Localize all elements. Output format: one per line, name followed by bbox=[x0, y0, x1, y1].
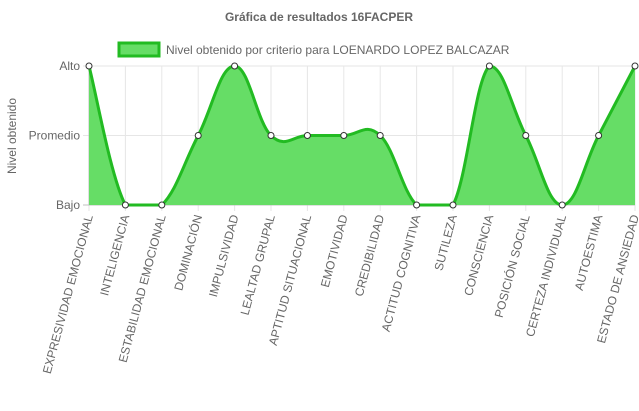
x-tick-label: EXPRESIVIDAD EMOCIONAL bbox=[40, 213, 96, 375]
data-point[interactable] bbox=[413, 201, 421, 209]
data-point[interactable] bbox=[485, 62, 493, 70]
x-tick-label: SUTILEZA bbox=[432, 213, 460, 272]
data-point[interactable] bbox=[303, 132, 311, 139]
x-axis-ticks: EXPRESIVIDAD EMOCIONAL INTELIGENCIAESTABI… bbox=[40, 213, 639, 376]
x-tick-label: ACTITUD COGNITIVA bbox=[379, 213, 424, 333]
legend-swatch bbox=[117, 41, 161, 58]
data-point[interactable] bbox=[231, 62, 239, 70]
data-point[interactable] bbox=[595, 132, 603, 139]
plot-area bbox=[87, 64, 637, 207]
x-tick-label: POSICIÓN SOCIAL bbox=[491, 213, 533, 320]
y-axis-label: Nivel obtenido bbox=[5, 98, 19, 174]
y-tick-label: Bajo bbox=[56, 198, 80, 212]
y-tick-label: Alto bbox=[59, 59, 80, 73]
data-point[interactable] bbox=[376, 132, 384, 139]
series-line bbox=[87, 64, 637, 207]
y-tick-label: Promedio bbox=[29, 129, 81, 143]
x-tick-label: EMOTIVIDAD bbox=[318, 213, 351, 289]
x-tick-label: AUTOESTIMA bbox=[572, 213, 606, 292]
chart-title: Gráfica de resultados 16FACPER bbox=[225, 10, 413, 24]
series-area-fill bbox=[89, 66, 635, 205]
x-tick-label: LEALTAD GRUPAL bbox=[238, 213, 278, 317]
data-point[interactable] bbox=[158, 201, 166, 209]
data-point[interactable] bbox=[558, 201, 566, 209]
x-tick-label: IMPULSIVIDAD bbox=[206, 213, 242, 299]
y-axis-ticks: Bajo Promedio Alto bbox=[29, 59, 81, 212]
legend[interactable]: Nivel obtenido por criterio para LOENARD… bbox=[117, 41, 510, 58]
data-point[interactable] bbox=[449, 201, 457, 209]
legend-label: Nivel obtenido por criterio para LOENARD… bbox=[166, 43, 510, 57]
data-point[interactable] bbox=[631, 62, 639, 70]
x-tick-label: DOMINACIÓN bbox=[170, 213, 205, 292]
data-point[interactable] bbox=[267, 132, 275, 139]
data-point[interactable] bbox=[522, 132, 530, 139]
x-tick-label: CREDIBILIDAD bbox=[352, 213, 387, 298]
x-tick-label: INTELIGENCIA bbox=[97, 213, 132, 297]
data-point[interactable] bbox=[340, 132, 348, 139]
data-point[interactable] bbox=[121, 201, 129, 209]
x-tick-label: CONSCIENCIA bbox=[461, 213, 496, 297]
data-point[interactable] bbox=[194, 132, 202, 139]
x-tick-label: CERTEZA INDIVIDUAL bbox=[523, 213, 569, 338]
data-points bbox=[85, 62, 639, 209]
data-point[interactable] bbox=[85, 62, 93, 70]
